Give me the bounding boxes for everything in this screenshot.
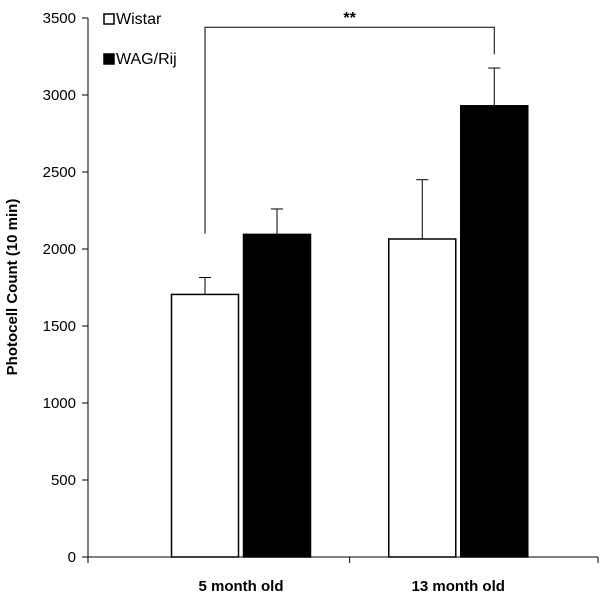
bar-wag-rij <box>242 233 312 558</box>
x-category-label: 5 month old <box>199 578 284 595</box>
legend-label: Wistar <box>116 11 162 28</box>
y-axis-label: Photocell Count (10 min) <box>4 199 21 376</box>
y-tick-label: 1000 <box>43 395 76 412</box>
legend: Wistar WAG/Rij <box>103 11 177 68</box>
bar-wag-rij <box>460 105 529 558</box>
significance-bracket <box>204 26 495 234</box>
y-tick-label: 2500 <box>43 164 76 181</box>
significance-label: ** <box>343 10 356 27</box>
x-axis: 5 month old 13 month old <box>87 556 599 595</box>
y-tick-label: 2000 <box>43 241 76 258</box>
y-tick-label: 1500 <box>43 318 76 335</box>
legend-swatch <box>103 13 115 25</box>
bar-wistar <box>388 238 457 558</box>
error-bars <box>199 67 501 295</box>
y-tick-label: 3000 <box>43 87 76 104</box>
bars <box>170 105 529 558</box>
y-tick-label: 3500 <box>43 10 76 27</box>
y-tick-label: 0 <box>68 549 76 566</box>
bar-wistar <box>170 293 240 558</box>
legend-swatch <box>103 53 115 65</box>
y-axis: 0 500 1000 1500 2000 2500 3000 3500 <box>43 10 89 566</box>
y-tick-label: 500 <box>51 472 76 489</box>
significance-annotation: ** <box>204 10 495 234</box>
x-category-label: 13 month old <box>412 578 505 595</box>
legend-label: WAG/Rij <box>116 51 177 68</box>
